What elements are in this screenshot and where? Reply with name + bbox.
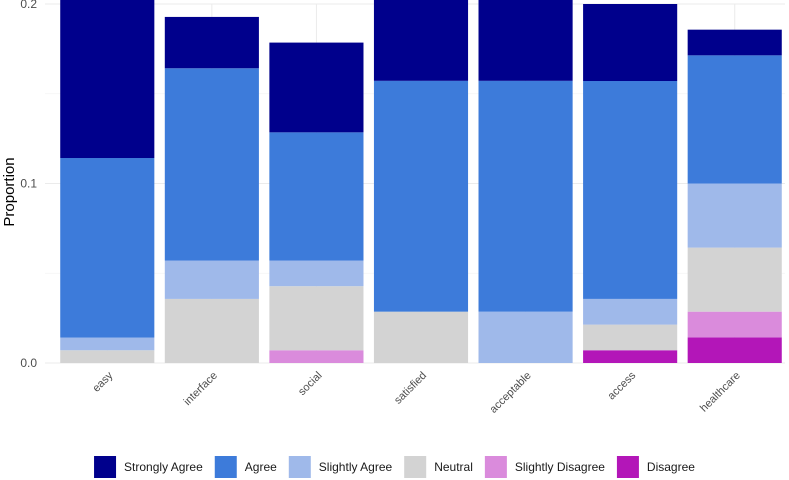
bar-segment-easy-agree <box>60 158 155 338</box>
bar-segment-satisfied-neutral <box>373 311 469 363</box>
legend-key-agree <box>214 456 237 478</box>
bar-segment-access-disagree <box>583 350 678 363</box>
bar-segment-interface-strongly-agree <box>164 16 259 69</box>
x-tick-label-access: access <box>606 369 639 402</box>
bar-segment-satisfied-agree <box>373 80 469 312</box>
legend-label-strongly-agree: Strongly Agree <box>124 460 203 474</box>
bar-segment-healthcare-slightly-agree <box>687 183 782 248</box>
y-tick-label: 0.1 <box>20 177 37 191</box>
bars <box>60 0 782 363</box>
bar-segment-social-slightly-disagree <box>269 350 364 363</box>
legend-label-agree: Agree <box>245 460 277 474</box>
x-tick-label-social: social <box>296 370 324 398</box>
bar-segment-healthcare-slightly-disagree <box>687 311 782 338</box>
bar-segment-easy-slightly-agree <box>60 337 155 351</box>
bar-segment-access-neutral <box>583 324 678 351</box>
bar-segment-healthcare-disagree <box>687 337 782 363</box>
x-tick-label-easy: easy <box>90 369 115 394</box>
x-tick-label-interface: interface <box>182 370 220 408</box>
legend-key-strongly-agree <box>94 456 117 478</box>
bar-segment-social-strongly-agree <box>269 42 364 133</box>
bar-segment-interface-slightly-agree <box>164 260 259 299</box>
bar-segment-interface-neutral <box>164 298 259 363</box>
x-tick-label-satisfied: satisfied <box>392 370 429 407</box>
legend-label-disagree: Disagree <box>647 460 695 474</box>
bar-segment-access-slightly-agree <box>583 298 678 325</box>
x-tick-label-acceptable: acceptable <box>488 370 534 416</box>
y-tick-label: 0.0 <box>20 356 37 370</box>
bar-segment-acceptable-strongly-agree <box>478 0 573 81</box>
bar-segment-healthcare-neutral <box>687 247 782 312</box>
bar-segment-easy-neutral <box>60 350 155 363</box>
y-tick-label: 0.2 <box>20 0 37 11</box>
legend-key-neutral <box>404 456 427 478</box>
bar-segment-healthcare-agree <box>687 55 782 184</box>
bar-segment-easy-strongly-agree <box>60 0 155 159</box>
legend-key-disagree <box>616 456 639 478</box>
bar-segment-satisfied-strongly-agree <box>373 0 469 81</box>
bar-segment-access-strongly-agree <box>583 4 678 82</box>
legend: Strongly Agree Agree Slightly Agree Neutral… <box>94 456 695 478</box>
legend-label-neutral: Neutral <box>434 460 473 474</box>
bar-segment-acceptable-slightly-agree <box>478 311 573 363</box>
bar-segment-access-agree <box>583 81 678 299</box>
x-axis: easy interface social satisfied acceptable ac… <box>90 369 742 415</box>
y-axis: 0.0 0.1 0.2 <box>20 0 37 370</box>
legend-key-slightly-disagree <box>484 456 507 478</box>
bar-segment-social-neutral <box>269 286 364 351</box>
legend-label-slightly-disagree: Slightly Disagree <box>515 460 605 474</box>
legend-key-slightly-agree <box>288 456 311 478</box>
bar-segment-healthcare-strongly-agree <box>687 29 782 56</box>
x-tick-label-healthcare: healthcare <box>698 370 743 415</box>
bar-segment-social-agree <box>269 132 364 261</box>
bar-segment-interface-agree <box>164 68 259 261</box>
bar-segment-social-slightly-agree <box>269 260 364 287</box>
legend-label-slightly-agree: Slightly Agree <box>319 460 393 474</box>
bar-segment-acceptable-agree <box>478 80 573 312</box>
y-axis-label: Proportion <box>1 157 18 226</box>
